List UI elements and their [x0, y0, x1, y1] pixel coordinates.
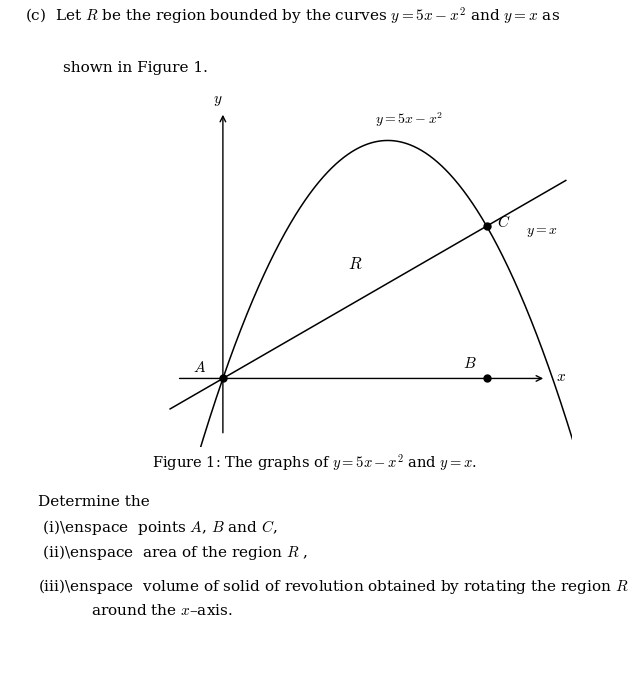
Text: (iii)\enspace  volume of solid of revolution obtained by rotating the region $R$: (iii)\enspace volume of solid of revolut… [38, 577, 628, 595]
Text: shown in Figure 1.: shown in Figure 1. [63, 61, 208, 75]
Text: Determine the: Determine the [38, 495, 150, 509]
Text: $B$: $B$ [463, 356, 477, 371]
Text: (ii)\enspace  area of the region $R$ ,: (ii)\enspace area of the region $R$ , [38, 543, 308, 561]
Text: around the $x$–axis.: around the $x$–axis. [91, 603, 233, 618]
Text: $C$: $C$ [496, 214, 510, 230]
Text: Figure 1: The graphs of $y = 5x - x^2$ and $y = x$.: Figure 1: The graphs of $y = 5x - x^2$ a… [152, 452, 477, 473]
Text: $R$: $R$ [347, 256, 362, 273]
Text: $x$: $x$ [556, 369, 566, 383]
Text: $A$: $A$ [193, 360, 206, 375]
Text: $y = 5x - x^2$: $y = 5x - x^2$ [374, 110, 443, 129]
Text: (c)  Let $R$ be the region bounded by the curves $y = 5x - x^2$ and $y = x$ as: (c) Let $R$ be the region bounded by the… [25, 6, 560, 27]
Text: $y = x$: $y = x$ [526, 225, 558, 239]
Text: $y$: $y$ [213, 94, 223, 108]
Text: (i)\enspace  points $A$, $B$ and $C$,: (i)\enspace points $A$, $B$ and $C$, [38, 518, 277, 537]
